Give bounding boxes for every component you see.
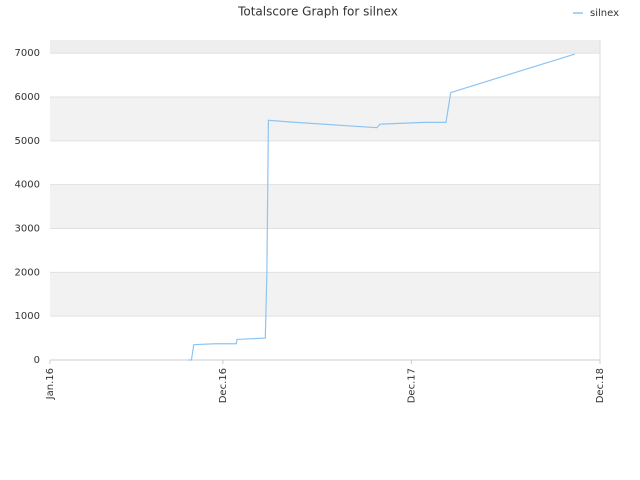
grid-band [50,140,600,185]
grid-band [50,228,600,273]
y-tick-label: 0 [34,355,40,366]
grid-band [50,53,600,97]
y-tick-label: 4000 [15,180,40,191]
y-tick-label: 6000 [15,92,40,103]
y-tick-label: 2000 [15,267,40,278]
legend-label: silnex [590,8,619,19]
chart-title: Totalscore Graph for silnex [237,5,398,19]
grid-band [50,316,600,360]
y-tick-label: 7000 [15,48,40,59]
grid-band [50,184,600,229]
x-tick-label: Dec.16 [218,368,229,403]
grid-band [50,272,600,317]
x-tick-label: Dec.17 [406,368,417,403]
x-tick-label: Jan.16 [45,368,56,400]
x-tick-label: Dec.18 [595,368,606,403]
y-tick-label: 1000 [15,311,40,322]
y-tick-label: 3000 [15,223,40,234]
data-line [188,53,576,361]
grid-band [50,96,600,141]
y-tick-label: 5000 [15,136,40,147]
